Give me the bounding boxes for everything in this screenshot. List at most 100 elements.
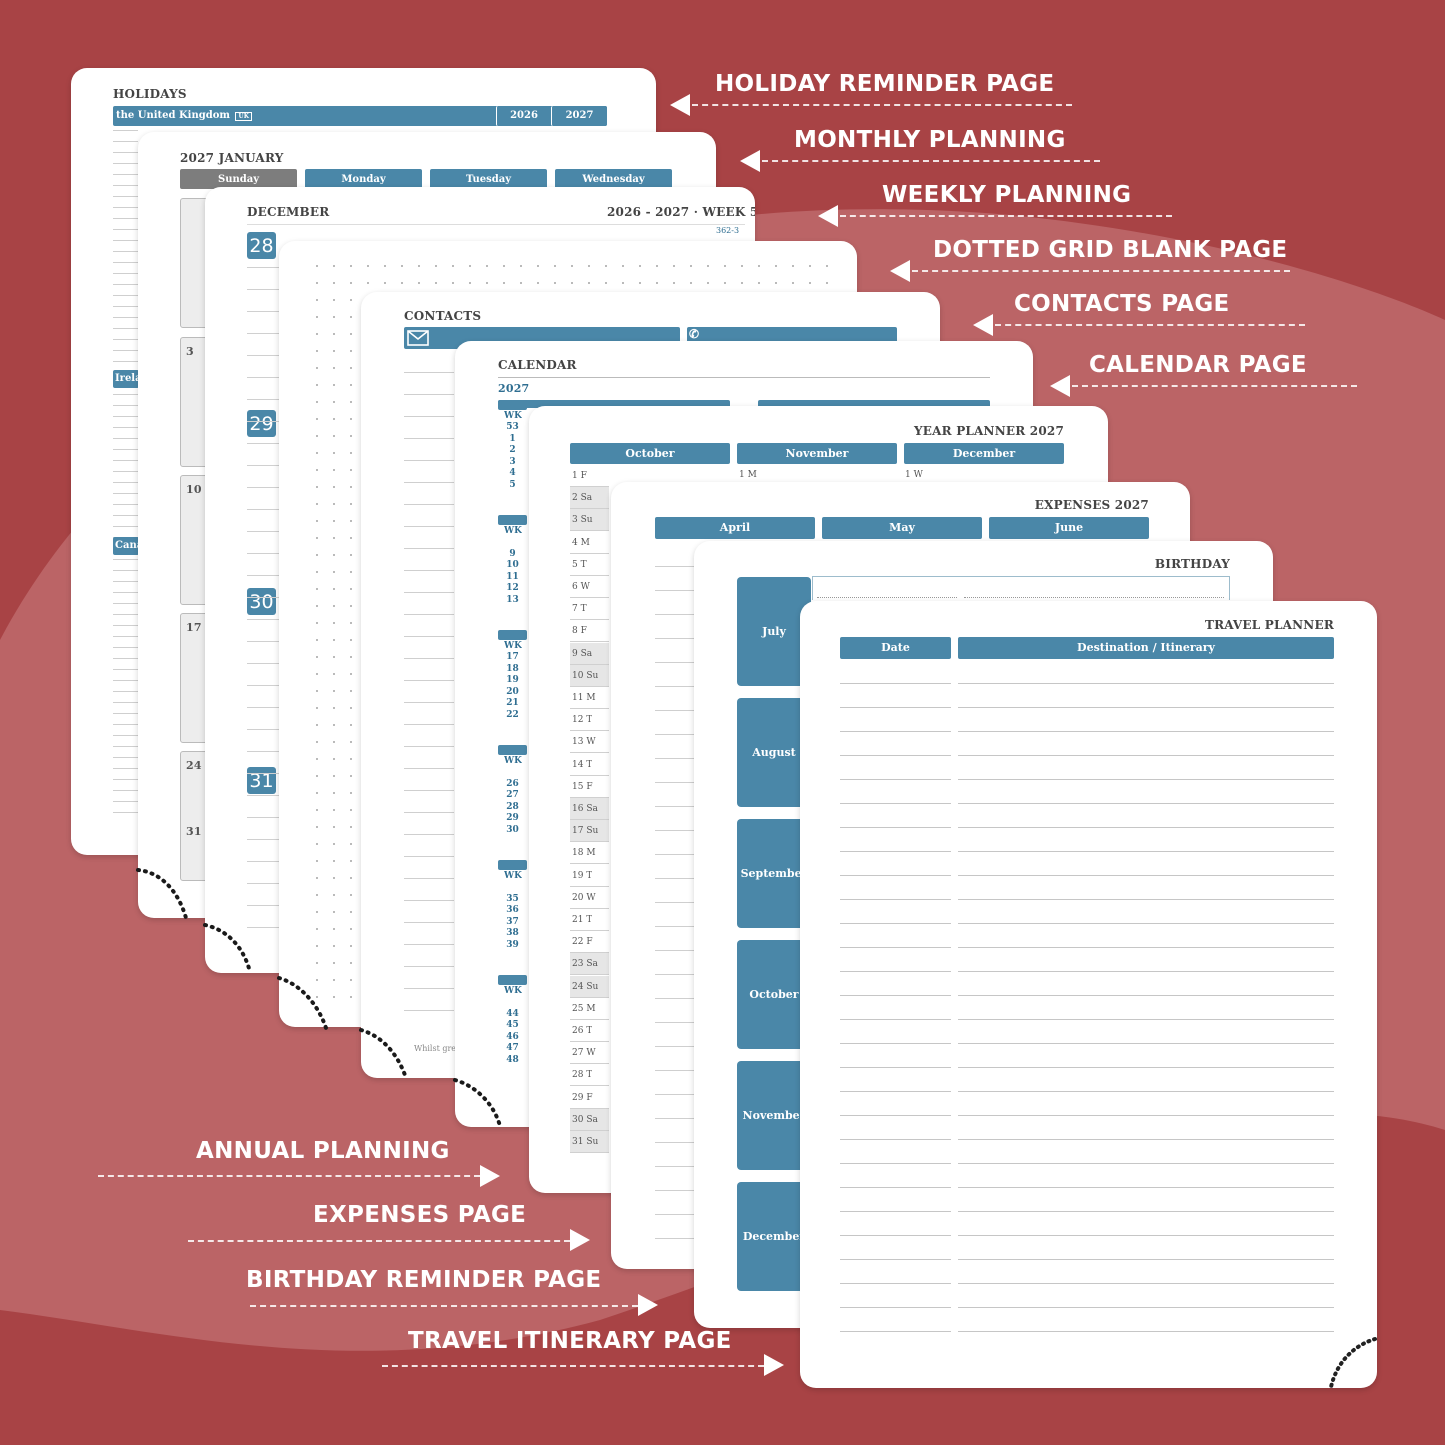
itinerary-row-date <box>840 1163 951 1164</box>
day-row: 18 M <box>570 842 609 865</box>
holiday-row <box>113 130 138 131</box>
dashed-line <box>692 104 1072 106</box>
grid-dot <box>316 843 318 845</box>
writing-line <box>247 729 281 730</box>
dashed-line <box>98 1175 480 1177</box>
grid-dot <box>384 265 386 267</box>
expense-row <box>655 758 695 759</box>
wk-label: WK <box>504 756 522 766</box>
itinerary-row-date <box>840 1115 951 1116</box>
page-title: EXPENSES 2027 <box>1034 498 1149 512</box>
itinerary-row-date <box>840 683 951 684</box>
grid-dot <box>333 452 335 454</box>
contact-row <box>404 922 454 923</box>
grid-dot <box>316 571 318 573</box>
expense-row <box>655 590 695 591</box>
itinerary-row-destination <box>958 851 1334 852</box>
day-row: 8 F <box>570 620 609 643</box>
label-dotted-grid: DOTTED GRID BLANK PAGE <box>933 237 1288 263</box>
itinerary-row-destination <box>958 947 1334 948</box>
grid-dot <box>333 435 335 437</box>
week-number: 35 <box>506 893 519 904</box>
grid-dot <box>520 265 522 267</box>
grid-dot <box>333 520 335 522</box>
day-label: 26 T <box>572 1026 593 1036</box>
grid-dot <box>707 265 709 267</box>
month-label: December <box>742 1229 806 1243</box>
country-name: the United Kingdom <box>116 110 230 121</box>
contact-row <box>404 900 454 901</box>
writing-line <box>247 773 281 774</box>
day-number: 29 <box>247 410 276 437</box>
grid-dot <box>333 741 335 743</box>
page-title: BIRTHDAY <box>1154 557 1230 571</box>
grid-dot <box>367 282 369 284</box>
itinerary-row-date <box>840 1259 951 1260</box>
itinerary-row-date <box>840 1139 951 1140</box>
itinerary-row-date <box>840 947 951 948</box>
holiday-row <box>113 471 138 472</box>
grid-dot <box>316 673 318 675</box>
itinerary-row-destination <box>958 707 1334 708</box>
contact-row <box>404 504 454 505</box>
day-label: 21 T <box>572 915 593 925</box>
grid-dot <box>350 656 352 658</box>
day-row: 20 W <box>570 886 609 909</box>
label-holiday-reminder: HOLIDAY REMINDER PAGE <box>715 71 1055 97</box>
writing-line <box>247 707 281 708</box>
itinerary-row-date <box>840 1307 951 1308</box>
writing-line <box>247 509 281 510</box>
grid-dot <box>350 520 352 522</box>
day-row: 30 Sa <box>570 1108 609 1131</box>
month-bar <box>498 630 527 640</box>
writing-line <box>247 905 281 906</box>
birthday-table-frame <box>812 576 1230 600</box>
grid-dot <box>316 962 318 964</box>
contact-row <box>404 372 454 373</box>
contact-row <box>404 724 454 725</box>
grid-dot <box>350 350 352 352</box>
grid-dot <box>333 894 335 896</box>
day-row: 24 Su <box>570 975 609 998</box>
grid-dot <box>690 265 692 267</box>
grid-dot <box>350 316 352 318</box>
itinerary-row-date <box>840 1331 951 1332</box>
grid-dot <box>333 333 335 335</box>
holiday-row <box>113 240 138 241</box>
holiday-row <box>113 812 138 813</box>
week-number: 4 <box>509 468 516 479</box>
writing-line <box>247 575 281 576</box>
holiday-row <box>113 625 138 626</box>
week-number: 2 <box>509 445 516 456</box>
grid-dot <box>486 282 488 284</box>
week-number: 19 <box>506 675 519 686</box>
holiday-row <box>113 405 138 406</box>
itinerary-row-destination <box>958 755 1334 756</box>
month-label: September <box>740 866 808 880</box>
writing-line <box>247 399 281 400</box>
grid-dot <box>316 435 318 437</box>
itinerary-row-date <box>840 1043 951 1044</box>
day-label: 23 Sa <box>572 959 598 970</box>
grid-dot <box>350 707 352 709</box>
day-row: 2 Sa <box>570 487 609 510</box>
day-number: 28 <box>247 232 276 259</box>
holiday-row <box>113 757 138 758</box>
dotted-line <box>817 597 957 598</box>
itinerary-row-date <box>840 995 951 996</box>
day-row: 22 F <box>570 931 609 954</box>
grid-dot <box>350 979 352 981</box>
day-row: 25 M <box>570 997 609 1020</box>
grid-dot <box>741 265 743 267</box>
grid-dot <box>333 265 335 267</box>
grid-dot <box>350 639 352 641</box>
grid-dot <box>639 282 641 284</box>
day-row: 26 T <box>570 1020 609 1042</box>
grid-dot <box>316 826 318 828</box>
grid-dot <box>350 724 352 726</box>
itinerary-row-destination <box>958 1139 1334 1140</box>
grid-dot <box>333 775 335 777</box>
grid-dot <box>333 503 335 505</box>
day-row: 27 W <box>570 1042 609 1065</box>
itinerary-row-date <box>840 851 951 852</box>
